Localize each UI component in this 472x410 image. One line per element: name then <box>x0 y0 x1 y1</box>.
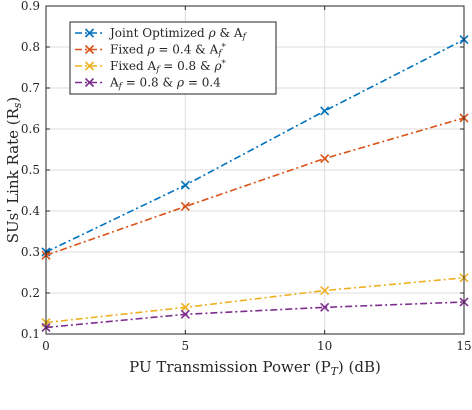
y-tick-label: 0.1 <box>21 327 40 341</box>
y-tick-label: 0.3 <box>21 245 40 259</box>
y-tick-label: 0.2 <box>21 286 40 300</box>
legend-entry-label: Joint Optimized ρ & Af <box>108 26 248 42</box>
y-tick-label: 0.9 <box>21 0 40 13</box>
data-point-series-4 <box>320 302 330 312</box>
legend-marker <box>84 61 95 71</box>
legend-entry-label: Fixed ρ = 0.4 & Af* <box>110 43 227 59</box>
y-tick-label: 0.8 <box>21 40 40 54</box>
y-tick-label: 0.4 <box>21 204 40 218</box>
data-point-series-1 <box>320 106 330 116</box>
data-point-series-2 <box>320 153 330 164</box>
y-tick-label: 0.5 <box>21 163 40 177</box>
y-tick-label: 0.7 <box>21 81 40 95</box>
series-line-4 <box>45 301 465 329</box>
x-tick-label: 15 <box>456 339 471 353</box>
x-axis-label: PU Transmission Power (PT) (dB) <box>129 358 381 378</box>
data-point-series-1 <box>180 180 190 190</box>
ticks: 0 5 10 15 0.1 0.2 0.3 0.4 0.5 0.6 0.7 0.8 0.9 <box>21 0 472 353</box>
x-tick-label: 10 <box>317 339 332 353</box>
data-point-series-2 <box>180 201 190 212</box>
legend-box <box>69 21 277 95</box>
x-tick-label: 5 <box>182 339 190 353</box>
data-point-series-4 <box>180 309 190 319</box>
legend-marker <box>84 44 95 55</box>
y-tick-label: 0.6 <box>21 122 40 136</box>
legend-entry-label: Fixed Af = 0.8 & ρ* <box>110 59 227 75</box>
series-line-1 <box>45 38 465 253</box>
x-tick-label: 0 <box>42 339 50 353</box>
plot-border <box>45 5 465 335</box>
series-layer <box>41 35 469 333</box>
legend-marker <box>84 77 95 88</box>
legend-marker <box>84 28 95 38</box>
series-line-2 <box>45 117 465 257</box>
data-point-series-3 <box>320 285 330 296</box>
series-line-3 <box>45 277 465 324</box>
y-axis-label: SUs' Link Rate (Rs) <box>4 97 24 244</box>
data-point-series-3 <box>180 302 190 312</box>
legend-entry-label: Af = 0.8 & ρ = 0.4 <box>109 76 221 92</box>
